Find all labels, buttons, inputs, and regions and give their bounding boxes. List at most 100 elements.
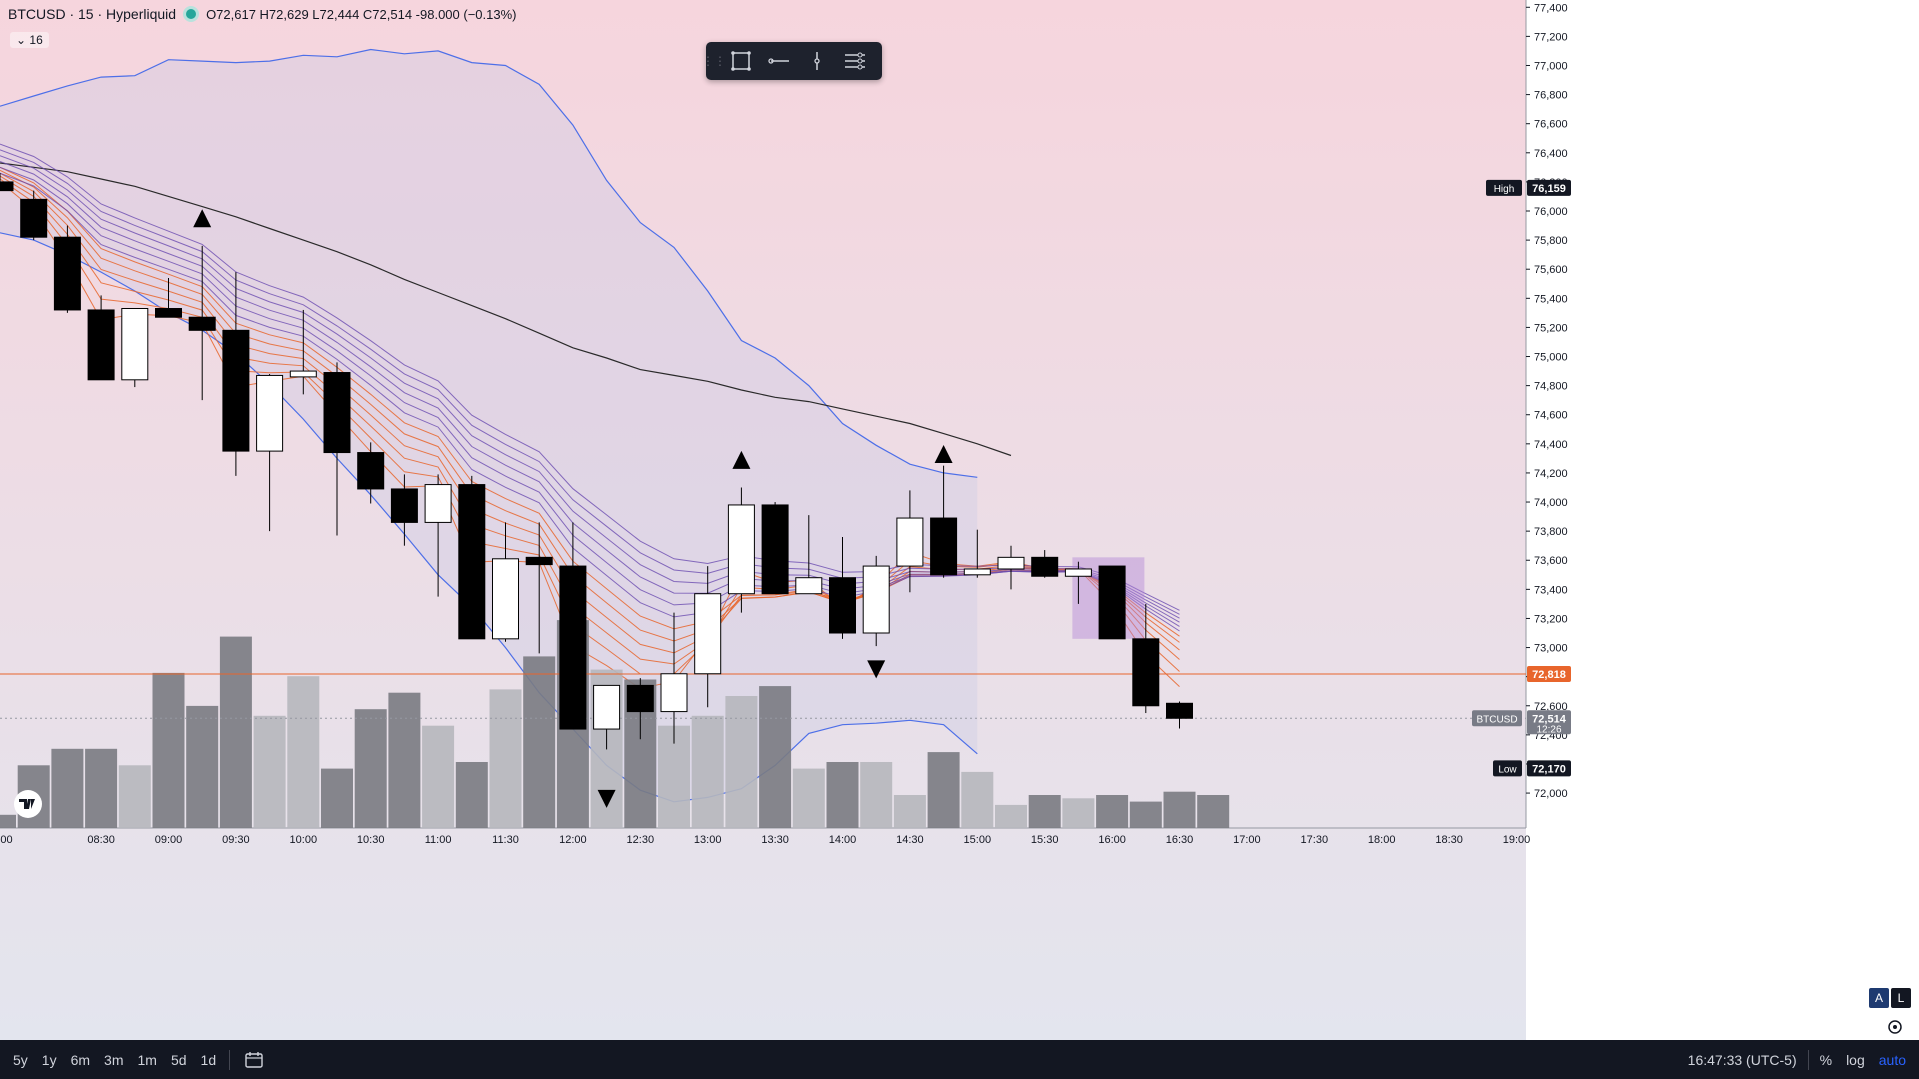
volume-bar [759,686,792,828]
clock-timezone[interactable]: 16:47:33 (UTC-5) [1687,1051,1797,1068]
candle-body [829,577,856,634]
y-tick-label: 74,800 [1534,381,1568,393]
candle-body [424,484,452,523]
candle-body [694,593,722,675]
more-tools-button[interactable] [836,42,874,80]
volume-bar [792,768,825,828]
candle-body [1031,556,1059,577]
x-tick-label: 10:30 [357,834,385,846]
candle-body [761,504,789,595]
y-tick-label: 75,800 [1534,235,1568,247]
y-tick-label: 77,400 [1534,2,1568,14]
candle-body [963,568,991,576]
candle-body [1132,638,1160,707]
vertical-line-icon [814,52,820,70]
calendar-icon [245,1051,263,1068]
range-selector: 5y 1y 6m 3m 1m 5d 1d [6,1040,272,1079]
symbol-title[interactable]: BTCUSD · 15 · Hyperliquid [8,6,177,22]
candle-body [930,517,958,576]
candle-body [323,372,351,454]
candle-body [862,565,890,634]
range-6m-button[interactable]: 6m [70,1051,91,1068]
x-tick-label: 13:00 [694,834,722,846]
candle-body [188,316,216,331]
candle-body [896,517,924,567]
horizontal-ray-tool-button[interactable] [760,42,798,80]
x-tick-label: 09:00 [155,834,183,846]
price-tag-bg [1472,710,1522,727]
lock-scale-button[interactable]: L [1891,988,1911,1008]
axis-mode-buttons: A L [1869,988,1911,1008]
volume-bar [826,762,859,828]
x-tick-label: 10:00 [290,834,318,846]
volume-bar [1163,791,1196,828]
x-tick-label: 12:30 [627,834,655,846]
rectangle-tool-button[interactable] [722,42,760,80]
auto-scale-toggle[interactable]: auto [1878,1051,1906,1068]
range-3m-button[interactable]: 3m [104,1051,124,1068]
candle-body [256,374,284,452]
volume-bar [1062,798,1095,828]
y-tick-label: 77,000 [1534,60,1568,72]
horizontal-ray-icon [768,58,789,64]
x-tick-label: 19:00 [1503,834,1531,846]
price-tag-bg [1486,179,1522,196]
candle-body [20,198,48,238]
x-tick-label: 18:30 [1435,834,1463,846]
price-axis-label-bg [1527,760,1571,777]
y-tick-label: 73,200 [1534,613,1568,625]
y-tick-label: 77,200 [1534,31,1568,43]
volume-bar [1096,795,1129,828]
tradingview-logo-mark [19,799,35,809]
log-scale-button[interactable]: log [1846,1051,1865,1068]
drawing-toolbar: ⋮⋮ [702,42,882,80]
price-axis-background [1526,0,1919,1040]
candle-body [458,484,486,640]
indicators-collapse-button[interactable]: ⌄ 16 [10,32,49,48]
volume-bar [51,748,84,828]
volume-bar [1028,795,1061,828]
bottom-toolbar: 5y 1y 6m 3m 1m 5d 1d 16:47:33 (UTC-5) % … [0,1040,1919,1079]
settings-gear-icon[interactable] [1886,1018,1904,1036]
candle-body [155,307,182,318]
candle-body [1166,702,1193,719]
auto-scale-button[interactable]: A [1869,988,1889,1008]
candle-body [357,452,385,490]
candle-body [559,565,587,730]
vertical-line-tool-button[interactable] [798,42,836,80]
percent-scale-button[interactable]: % [1819,1051,1833,1068]
x-tick-label: 11:00 [425,834,452,846]
volume-bar [489,689,522,828]
price-axis-label-bg [1527,666,1571,683]
y-tick-label: 75,400 [1534,293,1568,305]
volume-bar [287,676,320,828]
y-tick-label: 76,000 [1534,206,1568,218]
range-1y-button[interactable]: 1y [41,1051,57,1068]
candle-body [0,181,14,192]
goto-date-button[interactable] [236,1051,272,1069]
buy-signal-triangle [732,450,751,469]
volume-bar [1197,795,1230,828]
candle-body [660,673,688,713]
x-tick-label: 18:00 [1368,834,1396,846]
y-tick-label: 72,600 [1534,701,1568,713]
candle-body [390,488,418,523]
x-tick-label: 15:30 [1031,834,1059,846]
drag-handle-icon[interactable]: ⋮⋮ [702,54,726,68]
sell-signal-triangle [597,789,616,808]
candle-body [593,684,621,730]
range-5d-button[interactable]: 5d [170,1051,187,1068]
range-1d-button[interactable]: 1d [200,1051,217,1068]
buy-signal-triangle [193,209,212,228]
x-tick-label: 14:30 [896,834,924,846]
candle-body [1064,568,1092,577]
range-1m-button[interactable]: 1m [137,1051,157,1068]
volume-bar [152,672,185,828]
price-axis-label: 72,818 [1532,669,1566,681]
symbol-header: BTCUSD · 15 · Hyperliquid O72,617 H72,62… [8,6,517,22]
candle-body [121,307,149,381]
x-tick-label: 12:00 [559,834,587,846]
x-tick-label: 17:00 [1233,834,1261,846]
range-5y-button[interactable]: 5y [13,1051,28,1068]
